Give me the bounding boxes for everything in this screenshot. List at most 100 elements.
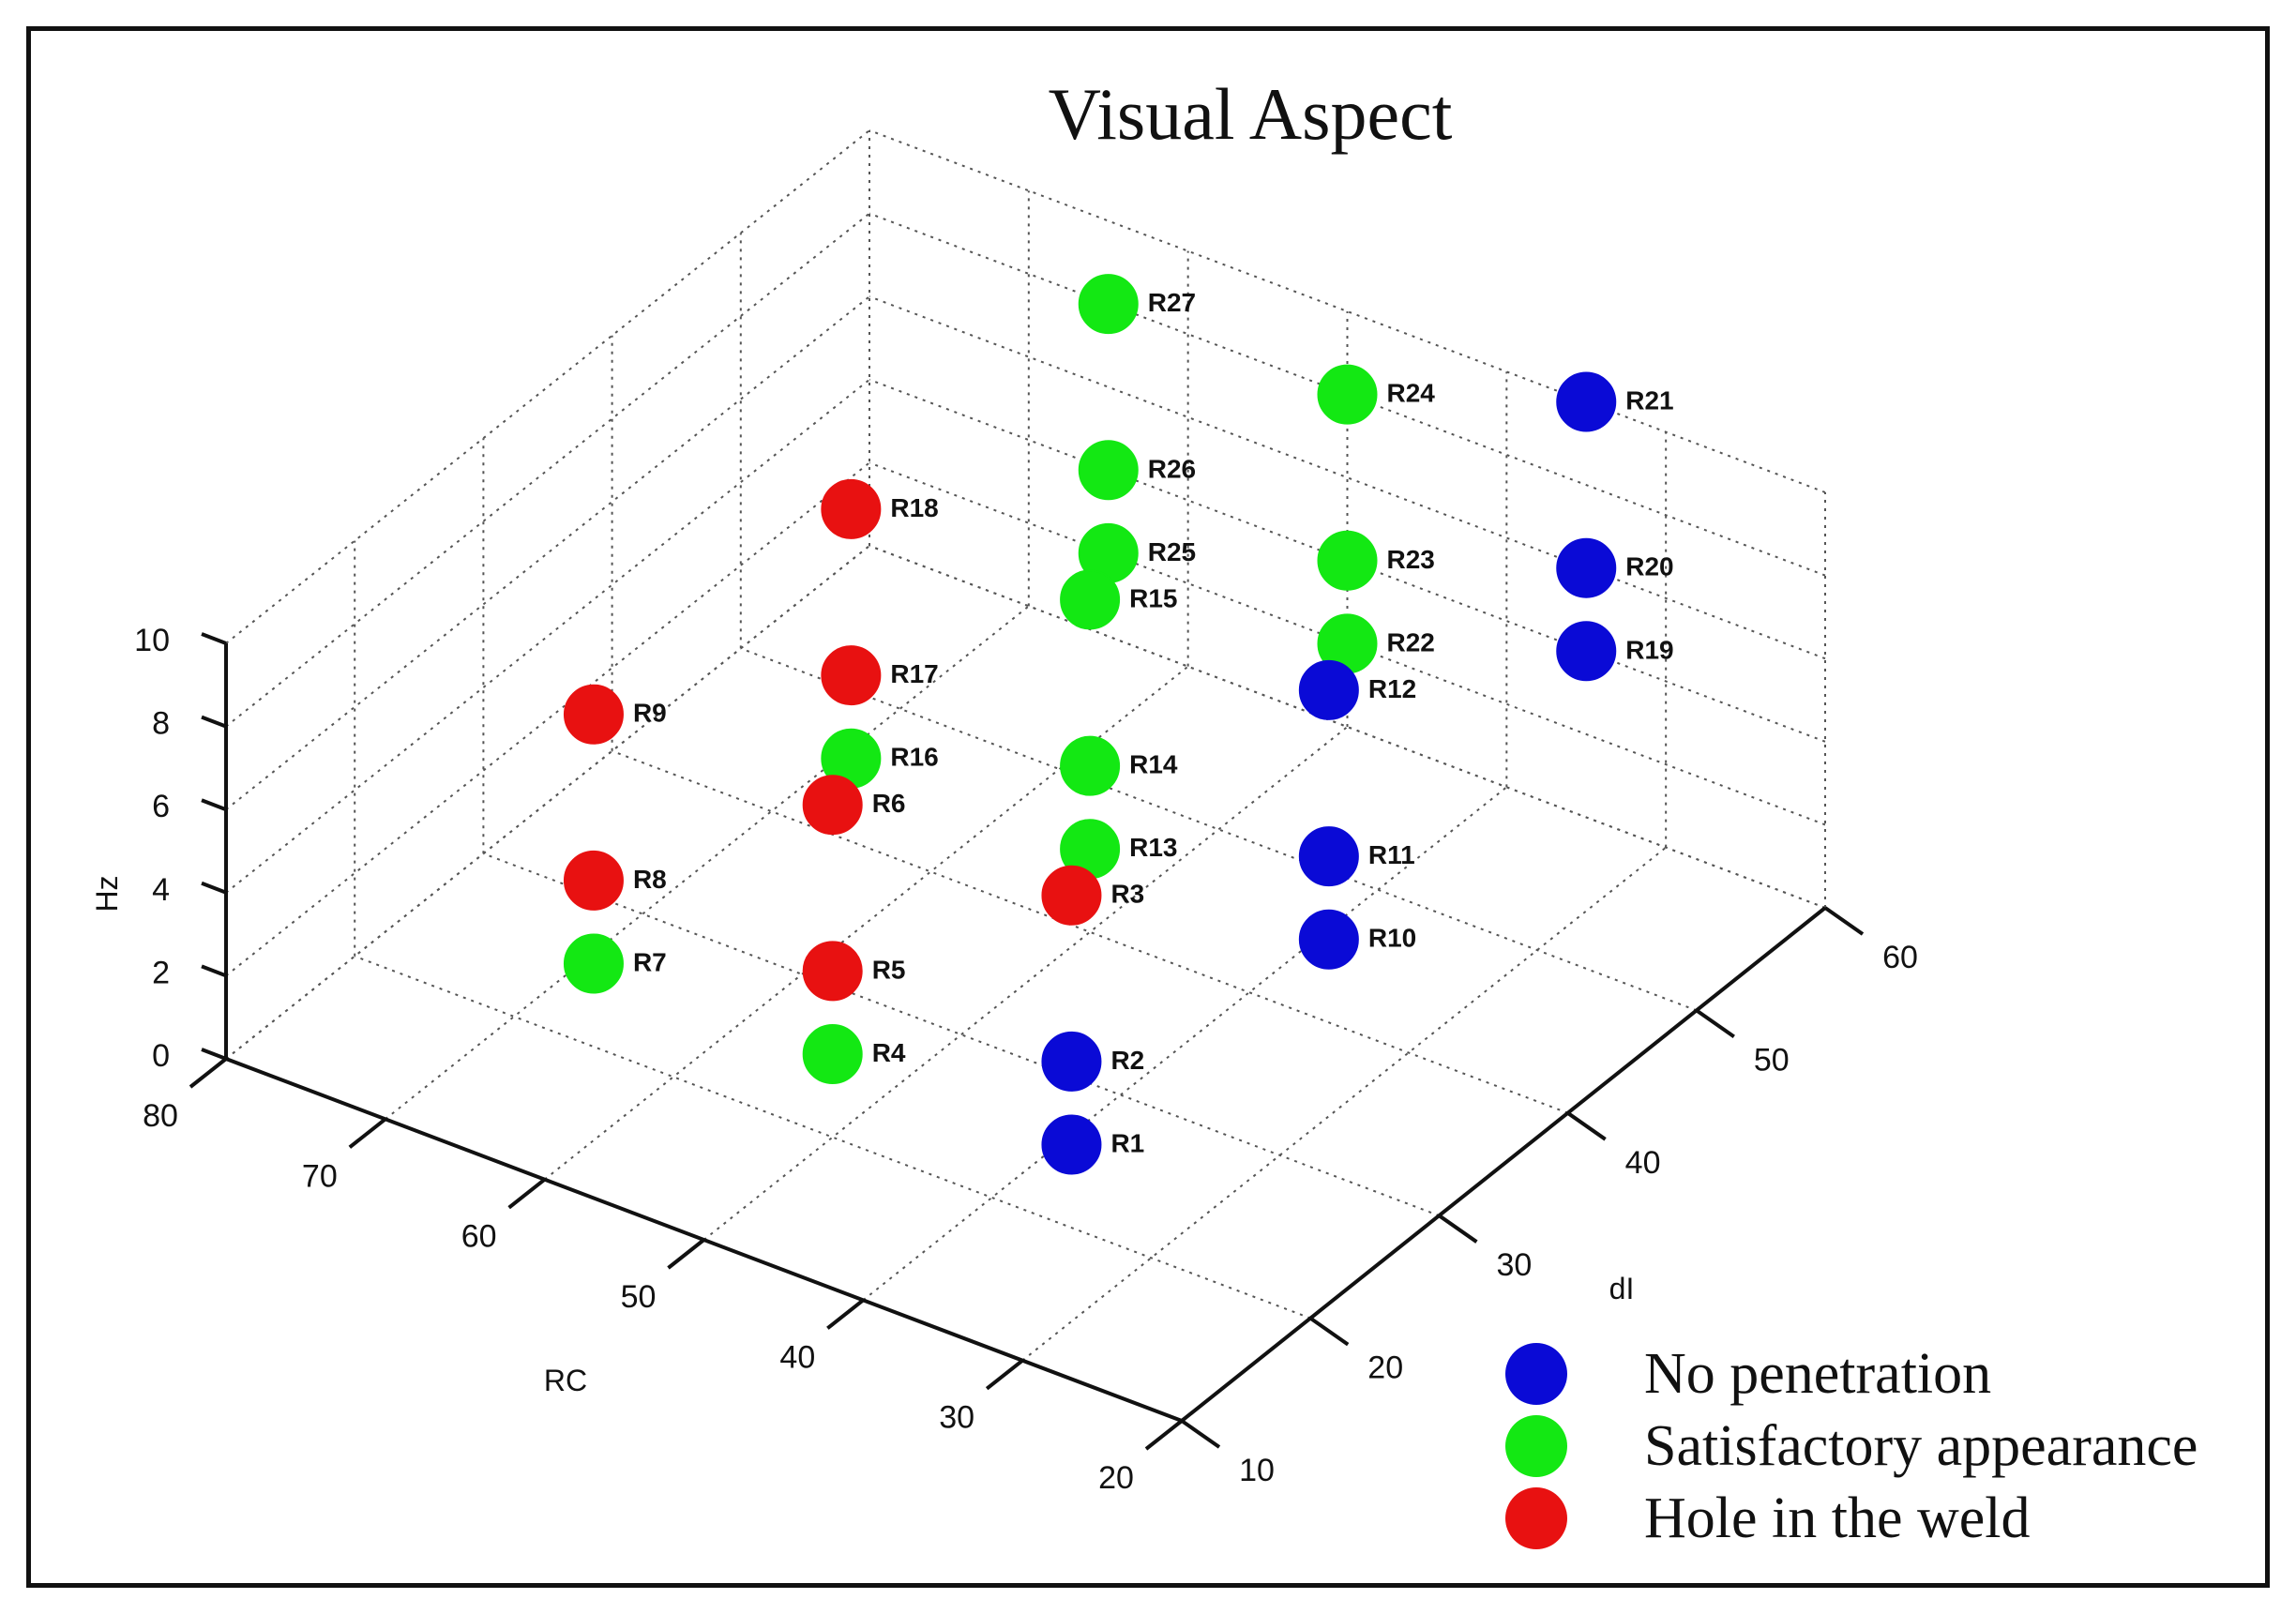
axis-layer: 0 2 4 6 8 10 80 70 60 50 40 30 20 10 20 30 40 50 60 Hz RC dI [90,623,1918,1496]
data-point-marker [1078,274,1139,335]
z-tick-mark [201,632,227,645]
x-axis-label: RC [544,1364,587,1397]
data-point: R27 [1078,274,1196,335]
data-point-label: R3 [1110,880,1144,909]
y-tick-mark [1823,906,1865,936]
data-point-marker [1078,440,1139,501]
y-tick-mark [1180,1419,1221,1449]
data-point-label: R10 [1368,924,1416,953]
data-point: R15 [1060,569,1177,630]
data-point-marker [1041,865,1102,926]
data-point: R18 [821,478,939,539]
z-tick-label: 6 [152,789,170,824]
x-tick-label: 80 [143,1098,178,1134]
x-tick-label: 20 [1098,1460,1134,1496]
z-tick-label: 10 [134,623,170,658]
left-wall-grid-line [225,212,870,728]
legend: No penetration Satisfactory appearance Hol… [1505,1342,2198,1550]
legend-entry-label: No penetration [1644,1342,1991,1406]
z-tick-mark [201,1048,227,1061]
x-tick-mark [189,1057,228,1089]
legend-marker [1505,1487,1567,1549]
data-point: R14 [1060,735,1178,796]
z-tick-mark [201,964,227,978]
y-tick-mark [1695,1008,1735,1039]
data-point-label: R9 [633,699,667,728]
data-point: R25 [1078,522,1196,583]
z-tick-label: 2 [152,955,170,990]
left-wall-grid-line [225,545,870,1060]
legend-marker [1505,1415,1567,1477]
data-point: R11 [1298,826,1415,887]
z-tick-mark [201,715,227,729]
z-tick-label: 4 [152,872,170,908]
floor-grid-line [225,545,870,1060]
x-tick-label: 40 [779,1339,815,1375]
chart-frame: Visual Aspect 0 2 4 6 8 10 80 70 60 50 40 30 20 10 20 3… [26,26,2270,1588]
y-tick-label: 50 [1754,1042,1790,1078]
data-point: R4 [802,1024,906,1084]
data-point-label: R20 [1625,552,1673,581]
x-tick-mark [348,1117,387,1149]
legend-marker [1505,1343,1567,1405]
data-point-label: R1 [1110,1129,1144,1158]
data-point: R8 [563,850,667,911]
data-point: R7 [563,933,667,994]
data-point-marker [1060,569,1121,630]
data-point-label: R27 [1148,288,1196,317]
data-point: R26 [1078,440,1196,501]
data-point-label: R16 [890,743,938,772]
scatter-3d-chart: Visual Aspect 0 2 4 6 8 10 80 70 60 50 40 30 20 10 20 3… [90,73,2198,1550]
floor-grid-line [612,749,1568,1114]
data-point-label: R4 [872,1038,906,1067]
x-tick-mark [1144,1419,1184,1451]
data-point-label: R26 [1148,454,1196,483]
data-point: R3 [1041,865,1144,926]
data-point: R9 [563,684,667,745]
data-point-label: R12 [1368,674,1416,703]
data-point: R12 [1298,659,1416,720]
data-point-label: R23 [1387,545,1435,574]
y-tick-mark [1309,1316,1350,1347]
data-point-label: R19 [1625,635,1673,664]
data-point-marker [1060,735,1121,796]
data-point-label: R18 [890,493,938,522]
floor-grid-line [1021,846,1667,1362]
floor-grid-line [354,955,1311,1320]
z-tick-mark [201,798,227,812]
data-point-marker [1556,621,1617,682]
y-tick-label: 20 [1367,1350,1403,1386]
data-point-marker [1317,364,1378,425]
y-tick-label: 60 [1882,940,1918,975]
data-point-label: R21 [1625,386,1673,415]
data-point: R19 [1556,621,1674,682]
data-point-marker [1556,537,1617,598]
data-point-marker [563,684,624,745]
x-tick-mark [507,1178,546,1210]
left-wall-grid-line [225,295,870,810]
data-point-marker [802,1024,863,1084]
data-point: R6 [802,775,905,836]
floor-grid-line [702,726,1349,1241]
left-wall-grid-line [225,379,870,894]
data-point-label: R8 [633,865,667,894]
y-tick-label: 30 [1496,1247,1532,1283]
data-point: R16 [821,728,939,789]
data-point: R10 [1298,909,1416,970]
data-point-marker [1041,1031,1102,1092]
y-tick-mark [1438,1214,1478,1244]
data-point-label: R17 [890,659,938,688]
data-point-label: R15 [1129,583,1177,612]
back-wall-grid-line [869,545,1826,909]
data-point-marker [821,645,882,706]
data-point: R17 [821,645,939,706]
data-point-marker [1556,371,1617,432]
x-tick-mark [985,1359,1024,1391]
y-axis-label: dI [1609,1272,1635,1305]
data-point: R2 [1041,1031,1144,1092]
y-tick-mark [1566,1111,1607,1141]
data-point-marker [802,941,863,1002]
data-point-label: R13 [1129,833,1177,862]
data-point-marker [1298,659,1359,720]
data-point-label: R22 [1387,627,1435,656]
